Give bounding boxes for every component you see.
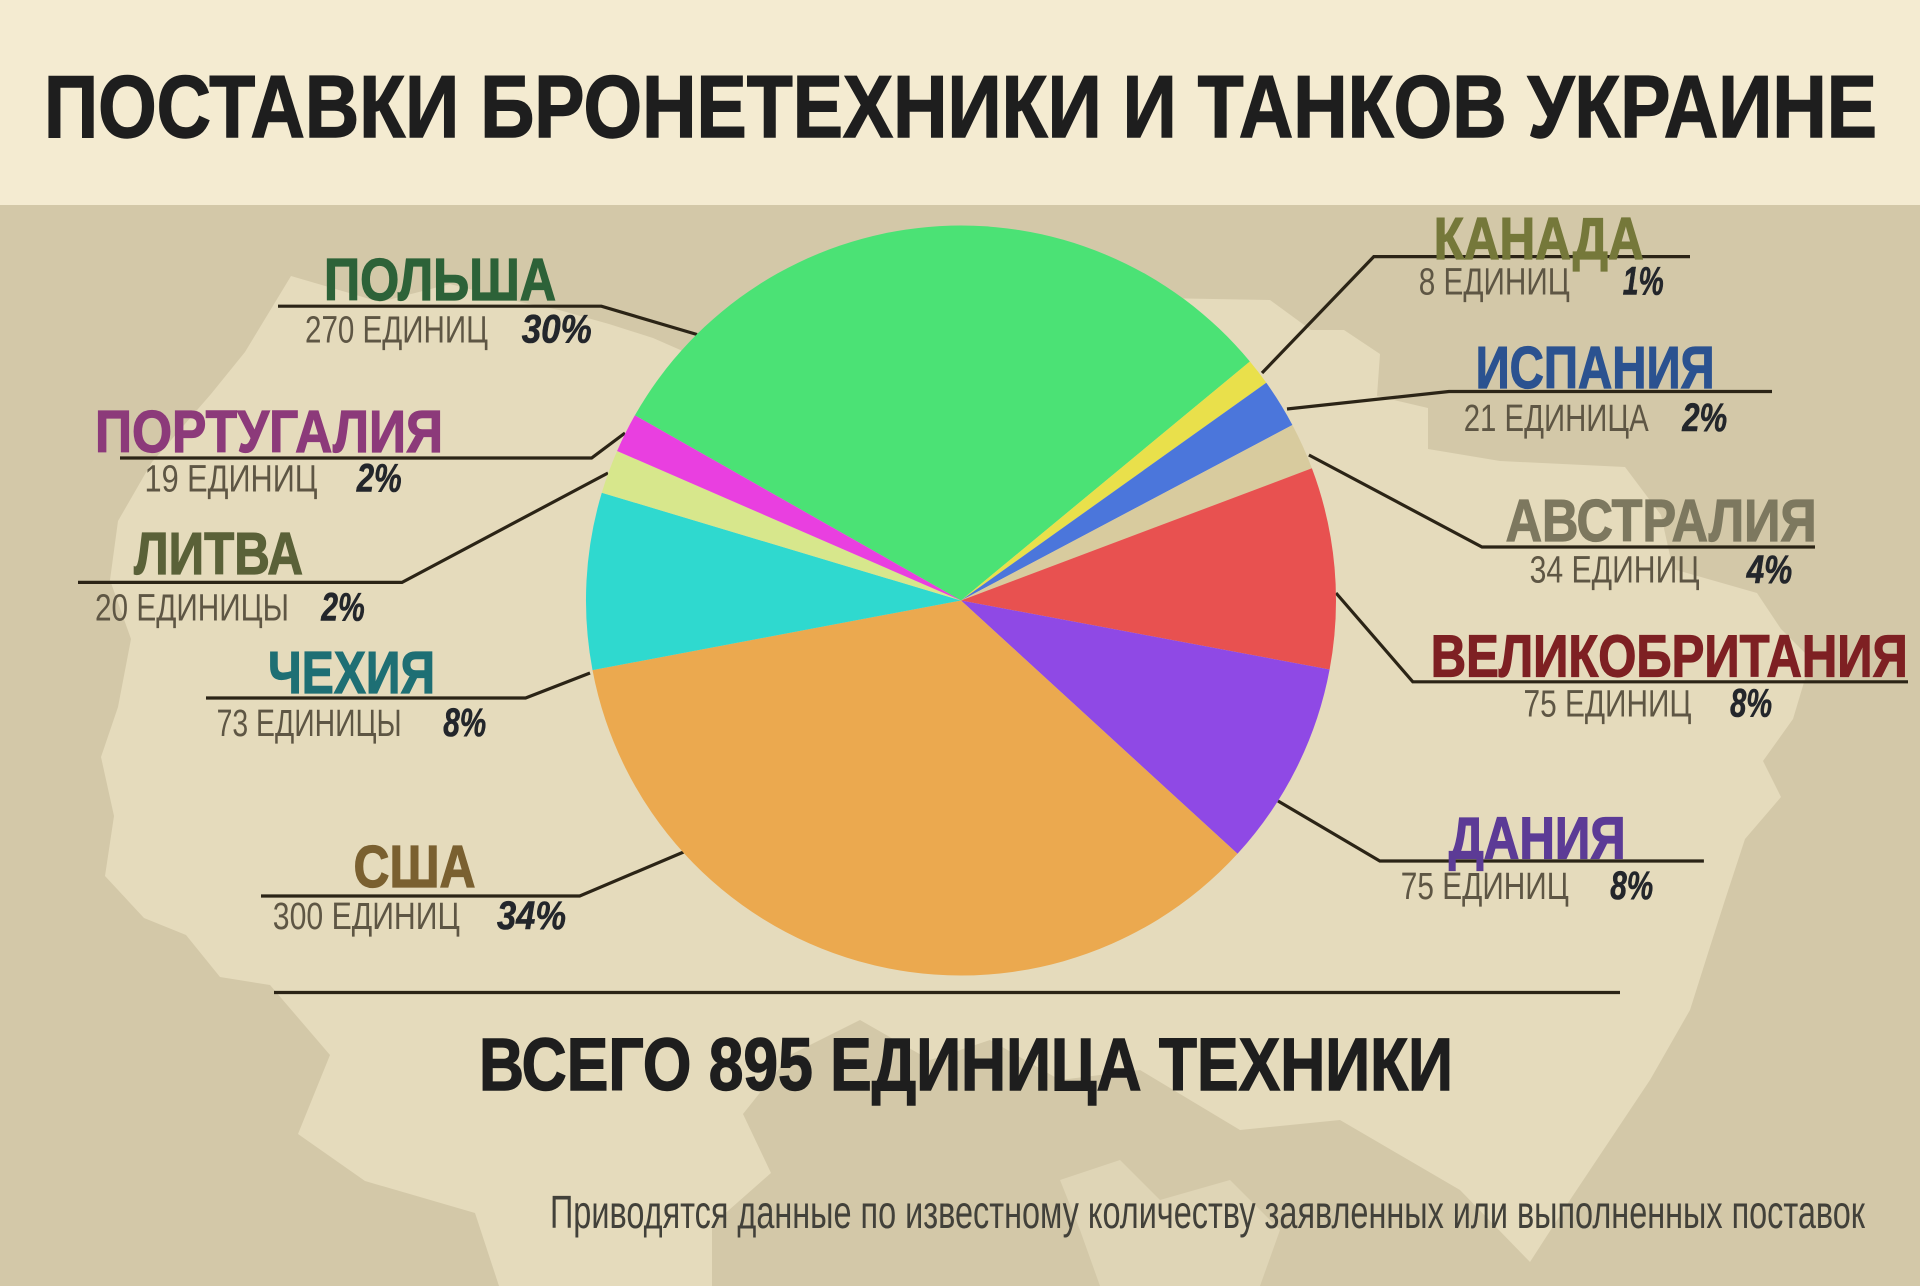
svg-text:ПОЛЬША: ПОЛЬША [324,247,556,313]
svg-text:20 ЕДИНИЦЫ: 20 ЕДИНИЦЫ [95,588,289,630]
svg-text:73 ЕДИНИЦЫ: 73 ЕДИНИЦЫ [217,703,402,745]
svg-text:2%: 2% [321,586,365,630]
svg-text:270 ЕДИНИЦ: 270 ЕДИНИЦ [305,310,488,352]
svg-text:ПОСТАВКИ БРОНЕТЕХНИКИ И ТАНКОВ: ПОСТАВКИ БРОНЕТЕХНИКИ И ТАНКОВ УКРАИНЕ [44,57,1877,156]
svg-text:34 ЕДИНИЦ: 34 ЕДИНИЦ [1530,550,1700,592]
svg-text:1%: 1% [1623,260,1664,304]
svg-text:34%: 34% [497,894,566,938]
svg-text:АВСТРАЛИЯ: АВСТРАЛИЯ [1506,488,1817,554]
svg-text:КАНАДА: КАНАДА [1434,206,1644,272]
svg-text:2%: 2% [1681,396,1727,440]
svg-text:21 ЕДИНИЦА: 21 ЕДИНИЦА [1464,398,1649,440]
svg-text:300 ЕДИНИЦ: 300 ЕДИНИЦ [273,896,460,938]
svg-text:2%: 2% [356,457,402,501]
svg-text:ДАНИЯ: ДАНИЯ [1449,806,1626,872]
svg-text:США: США [354,834,476,900]
svg-text:30%: 30% [522,308,592,352]
svg-text:Приводятся данные по известном: Приводятся данные по известному количест… [550,1186,1866,1238]
svg-text:19 ЕДИНИЦ: 19 ЕДИНИЦ [145,459,318,501]
svg-text:ИСПАНИЯ: ИСПАНИЯ [1476,335,1715,401]
svg-text:ЛИТВА: ЛИТВА [134,521,303,587]
svg-text:ЧЕХИЯ: ЧЕХИЯ [268,640,435,706]
svg-text:ВСЕГО 895 ЕДИНИЦА ТЕХНИКИ: ВСЕГО 895 ЕДИНИЦА ТЕХНИКИ [479,1023,1453,1106]
svg-text:8 ЕДИНИЦ: 8 ЕДИНИЦ [1419,262,1570,304]
svg-text:8%: 8% [1730,682,1772,726]
svg-text:75 ЕДИНИЦ: 75 ЕДИНИЦ [1401,866,1569,908]
svg-text:75 ЕДИНИЦ: 75 ЕДИНИЦ [1524,684,1692,726]
svg-text:ПОРТУГАЛИЯ: ПОРТУГАЛИЯ [95,399,443,465]
svg-text:ВЕЛИКОБРИТАНИЯ: ВЕЛИКОБРИТАНИЯ [1431,624,1908,690]
svg-text:8%: 8% [1610,864,1653,908]
svg-text:4%: 4% [1746,548,1792,592]
svg-text:8%: 8% [443,701,486,745]
